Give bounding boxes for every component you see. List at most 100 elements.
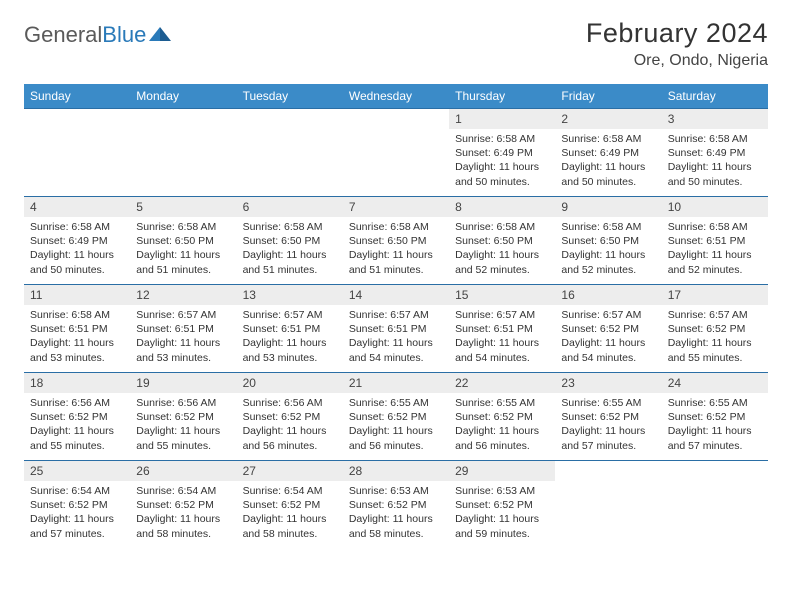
calendar-cell: 26Sunrise: 6:54 AMSunset: 6:52 PMDayligh… xyxy=(130,460,236,548)
sunset-text: Sunset: 6:52 PM xyxy=(243,410,337,424)
day-header: Tuesday xyxy=(237,84,343,108)
day-header-row: Sunday Monday Tuesday Wednesday Thursday… xyxy=(24,84,768,108)
day-details: Sunrise: 6:58 AMSunset: 6:50 PMDaylight:… xyxy=(343,217,449,283)
day-number: 2 xyxy=(555,108,661,129)
day-number: 3 xyxy=(662,108,768,129)
day-number: 22 xyxy=(449,372,555,393)
calendar-cell: 16Sunrise: 6:57 AMSunset: 6:52 PMDayligh… xyxy=(555,284,661,372)
day-number: 29 xyxy=(449,460,555,481)
sunrise-text: Sunrise: 6:54 AM xyxy=(136,484,230,498)
day-details: Sunrise: 6:58 AMSunset: 6:51 PMDaylight:… xyxy=(24,305,130,371)
sunset-text: Sunset: 6:51 PM xyxy=(243,322,337,336)
brand-part1: General xyxy=(24,22,102,48)
day-number: 10 xyxy=(662,196,768,217)
calendar-cell: 13Sunrise: 6:57 AMSunset: 6:51 PMDayligh… xyxy=(237,284,343,372)
day-number: 23 xyxy=(555,372,661,393)
sunrise-text: Sunrise: 6:58 AM xyxy=(243,220,337,234)
day-details: Sunrise: 6:58 AMSunset: 6:49 PMDaylight:… xyxy=(449,129,555,195)
daylight-text: Daylight: 11 hours and 55 minutes. xyxy=(30,424,124,452)
brand-logo: GeneralBlue xyxy=(24,22,171,48)
day-number: 7 xyxy=(343,196,449,217)
day-number: 16 xyxy=(555,284,661,305)
day-number: 21 xyxy=(343,372,449,393)
sunrise-text: Sunrise: 6:57 AM xyxy=(668,308,762,322)
daylight-text: Daylight: 11 hours and 56 minutes. xyxy=(455,424,549,452)
day-number: 1 xyxy=(449,108,555,129)
day-details: Sunrise: 6:55 AMSunset: 6:52 PMDaylight:… xyxy=(555,393,661,459)
calendar-cell: 21Sunrise: 6:55 AMSunset: 6:52 PMDayligh… xyxy=(343,372,449,460)
daylight-text: Daylight: 11 hours and 51 minutes. xyxy=(136,248,230,276)
day-details: Sunrise: 6:55 AMSunset: 6:52 PMDaylight:… xyxy=(662,393,768,459)
day-number: 8 xyxy=(449,196,555,217)
day-details: Sunrise: 6:56 AMSunset: 6:52 PMDaylight:… xyxy=(237,393,343,459)
sunset-text: Sunset: 6:52 PM xyxy=(30,410,124,424)
calendar-cell: 11Sunrise: 6:58 AMSunset: 6:51 PMDayligh… xyxy=(24,284,130,372)
calendar-cell: 7Sunrise: 6:58 AMSunset: 6:50 PMDaylight… xyxy=(343,196,449,284)
day-details: Sunrise: 6:56 AMSunset: 6:52 PMDaylight:… xyxy=(130,393,236,459)
day-number: 28 xyxy=(343,460,449,481)
day-details: Sunrise: 6:57 AMSunset: 6:51 PMDaylight:… xyxy=(449,305,555,371)
daylight-text: Daylight: 11 hours and 51 minutes. xyxy=(349,248,443,276)
daylight-text: Daylight: 11 hours and 53 minutes. xyxy=(243,336,337,364)
sunrise-text: Sunrise: 6:57 AM xyxy=(561,308,655,322)
daylight-text: Daylight: 11 hours and 55 minutes. xyxy=(136,424,230,452)
day-number xyxy=(130,108,236,128)
day-number: 19 xyxy=(130,372,236,393)
day-details: Sunrise: 6:57 AMSunset: 6:52 PMDaylight:… xyxy=(555,305,661,371)
sunrise-text: Sunrise: 6:58 AM xyxy=(668,132,762,146)
calendar-cell: 23Sunrise: 6:55 AMSunset: 6:52 PMDayligh… xyxy=(555,372,661,460)
sunrise-text: Sunrise: 6:56 AM xyxy=(243,396,337,410)
sunrise-text: Sunrise: 6:58 AM xyxy=(136,220,230,234)
calendar-cell: 6Sunrise: 6:58 AMSunset: 6:50 PMDaylight… xyxy=(237,196,343,284)
daylight-text: Daylight: 11 hours and 57 minutes. xyxy=(668,424,762,452)
sunset-text: Sunset: 6:52 PM xyxy=(243,498,337,512)
day-details: Sunrise: 6:54 AMSunset: 6:52 PMDaylight:… xyxy=(237,481,343,547)
sunrise-text: Sunrise: 6:58 AM xyxy=(30,220,124,234)
calendar-cell: 14Sunrise: 6:57 AMSunset: 6:51 PMDayligh… xyxy=(343,284,449,372)
sunset-text: Sunset: 6:49 PM xyxy=(30,234,124,248)
day-number: 12 xyxy=(130,284,236,305)
day-details: Sunrise: 6:57 AMSunset: 6:52 PMDaylight:… xyxy=(662,305,768,371)
daylight-text: Daylight: 11 hours and 56 minutes. xyxy=(349,424,443,452)
sunrise-text: Sunrise: 6:56 AM xyxy=(136,396,230,410)
calendar-cell: 4Sunrise: 6:58 AMSunset: 6:49 PMDaylight… xyxy=(24,196,130,284)
sunset-text: Sunset: 6:52 PM xyxy=(349,410,443,424)
day-header: Thursday xyxy=(449,84,555,108)
sunrise-text: Sunrise: 6:57 AM xyxy=(349,308,443,322)
sunset-text: Sunset: 6:52 PM xyxy=(349,498,443,512)
sunset-text: Sunset: 6:52 PM xyxy=(561,410,655,424)
calendar-cell: 24Sunrise: 6:55 AMSunset: 6:52 PMDayligh… xyxy=(662,372,768,460)
sunrise-text: Sunrise: 6:57 AM xyxy=(136,308,230,322)
sunrise-text: Sunrise: 6:58 AM xyxy=(561,220,655,234)
day-details: Sunrise: 6:58 AMSunset: 6:49 PMDaylight:… xyxy=(24,217,130,283)
sunset-text: Sunset: 6:52 PM xyxy=(455,498,549,512)
day-header: Saturday xyxy=(662,84,768,108)
sunset-text: Sunset: 6:52 PM xyxy=(136,410,230,424)
calendar-cell: 25Sunrise: 6:54 AMSunset: 6:52 PMDayligh… xyxy=(24,460,130,548)
sunrise-text: Sunrise: 6:58 AM xyxy=(455,132,549,146)
day-details: Sunrise: 6:58 AMSunset: 6:50 PMDaylight:… xyxy=(555,217,661,283)
calendar-cell: 29Sunrise: 6:53 AMSunset: 6:52 PMDayligh… xyxy=(449,460,555,548)
sunrise-text: Sunrise: 6:54 AM xyxy=(243,484,337,498)
sunrise-text: Sunrise: 6:58 AM xyxy=(30,308,124,322)
calendar-cell: 1Sunrise: 6:58 AMSunset: 6:49 PMDaylight… xyxy=(449,108,555,196)
day-number: 5 xyxy=(130,196,236,217)
sunset-text: Sunset: 6:52 PM xyxy=(668,410,762,424)
day-number: 27 xyxy=(237,460,343,481)
calendar-cell: 2Sunrise: 6:58 AMSunset: 6:49 PMDaylight… xyxy=(555,108,661,196)
day-header: Wednesday xyxy=(343,84,449,108)
calendar-cell: 3Sunrise: 6:58 AMSunset: 6:49 PMDaylight… xyxy=(662,108,768,196)
daylight-text: Daylight: 11 hours and 57 minutes. xyxy=(30,512,124,540)
day-details: Sunrise: 6:53 AMSunset: 6:52 PMDaylight:… xyxy=(449,481,555,547)
day-details: Sunrise: 6:58 AMSunset: 6:49 PMDaylight:… xyxy=(662,129,768,195)
day-header: Friday xyxy=(555,84,661,108)
sunset-text: Sunset: 6:50 PM xyxy=(243,234,337,248)
calendar-cell xyxy=(237,108,343,196)
daylight-text: Daylight: 11 hours and 50 minutes. xyxy=(455,160,549,188)
day-number xyxy=(237,108,343,128)
daylight-text: Daylight: 11 hours and 59 minutes. xyxy=(455,512,549,540)
day-details: Sunrise: 6:58 AMSunset: 6:49 PMDaylight:… xyxy=(555,129,661,195)
day-number: 20 xyxy=(237,372,343,393)
calendar-cell: 5Sunrise: 6:58 AMSunset: 6:50 PMDaylight… xyxy=(130,196,236,284)
calendar-cell: 10Sunrise: 6:58 AMSunset: 6:51 PMDayligh… xyxy=(662,196,768,284)
